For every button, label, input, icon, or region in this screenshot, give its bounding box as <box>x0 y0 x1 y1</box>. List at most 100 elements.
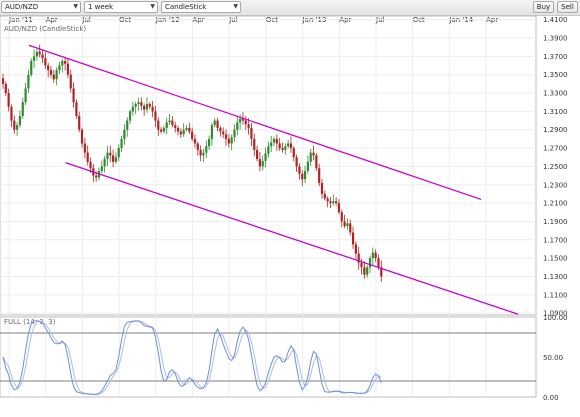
candle-body <box>159 129 163 132</box>
candle-body <box>18 115 22 126</box>
oscillator-axis-label: 0.00 <box>543 394 559 402</box>
candle-body <box>253 138 256 150</box>
candle-body <box>165 122 168 128</box>
candle-body <box>323 193 326 199</box>
candle-body <box>272 138 276 143</box>
candle-body <box>377 258 380 268</box>
candle-body <box>199 149 202 156</box>
candle-body <box>337 203 341 213</box>
price-axis-label: 1.2500 <box>543 163 568 171</box>
sell-button[interactable]: Sell <box>557 1 578 13</box>
oscillator-axis-label: 50.00 <box>543 354 563 362</box>
candle-body <box>66 63 70 75</box>
candle-body <box>174 125 177 128</box>
price-axis-label: 1.4100 <box>543 16 568 24</box>
candle-body <box>284 146 287 150</box>
candle-body <box>287 143 290 147</box>
candle-body <box>188 127 191 132</box>
candle-body <box>75 102 78 116</box>
candle-body <box>112 155 115 162</box>
candle-body <box>168 120 171 123</box>
candle-body <box>126 120 129 130</box>
candle-body <box>312 152 315 156</box>
price-axis-label: 1.3900 <box>543 35 568 43</box>
candle-body <box>38 51 41 55</box>
candle-body <box>281 148 284 150</box>
candle-body <box>21 102 24 116</box>
candle-body <box>258 159 261 167</box>
candle-body <box>315 155 318 169</box>
candle-body <box>154 111 157 121</box>
candle-body <box>52 74 55 80</box>
price-axis-label: 1.1700 <box>543 236 568 244</box>
candle-body <box>10 106 13 121</box>
candle-body <box>222 131 225 135</box>
candle-body <box>179 131 182 135</box>
price-axis-label: 1.1300 <box>543 273 568 281</box>
symbol-value: AUD/NZD <box>5 3 39 11</box>
buy-button[interactable]: Buy <box>533 1 554 13</box>
candle-body <box>306 161 309 172</box>
candle-body <box>128 111 132 121</box>
candle-body <box>275 138 278 144</box>
candle-body <box>216 120 219 128</box>
price-axis-label: 1.3100 <box>543 108 568 116</box>
candle-body <box>151 106 154 112</box>
candle-body <box>27 74 30 89</box>
candle-body <box>148 104 151 107</box>
price-axis-label: 1.1500 <box>543 255 568 263</box>
candle-body <box>35 51 38 57</box>
price-axis-label: 1.2900 <box>543 126 568 134</box>
chart-style-select[interactable]: CandleStick ▼ <box>161 1 241 13</box>
candle-body <box>100 166 103 172</box>
candle-body <box>185 127 188 130</box>
candle-body <box>374 252 377 259</box>
candle-body <box>354 244 357 254</box>
chevron-down-icon: ▼ <box>150 3 155 10</box>
candle-body <box>176 127 180 132</box>
candle-body <box>357 253 360 263</box>
candle-body <box>32 56 36 61</box>
price-axis-label: 1.0900 <box>543 310 568 318</box>
candle-body <box>69 74 72 89</box>
candle-body <box>264 153 267 161</box>
candle-body <box>332 201 335 204</box>
interval-select[interactable]: 1 week ▼ <box>84 1 158 13</box>
candle-body <box>103 159 106 167</box>
price-panel <box>0 15 537 316</box>
candle-body <box>86 152 89 162</box>
candle-body <box>219 127 222 132</box>
candle-body <box>134 104 137 107</box>
candle-body <box>64 60 67 64</box>
candle-body <box>196 143 199 150</box>
candle-body <box>270 142 273 147</box>
candle-body <box>143 105 146 110</box>
trend-channel-line <box>28 44 482 201</box>
candle-body <box>309 152 312 162</box>
candle-body <box>368 258 372 268</box>
price-axis-label: 1.3300 <box>543 90 568 98</box>
candle-body <box>346 223 349 227</box>
candle-body <box>193 138 197 144</box>
symbol-select[interactable]: AUD/NZD ▼ <box>1 1 81 13</box>
chevron-down-icon: ▼ <box>233 3 238 10</box>
candle-body <box>349 223 352 233</box>
candle-body <box>298 166 301 174</box>
stochastic-k-line <box>2 320 382 396</box>
price-axis-label: 1.2100 <box>543 200 568 208</box>
candle-body <box>207 138 211 147</box>
candle-body <box>106 152 109 160</box>
candle-body <box>241 118 245 121</box>
candle-body <box>58 65 61 71</box>
candle-body <box>244 120 247 125</box>
candle-body <box>95 175 98 178</box>
candle-body <box>255 149 259 160</box>
candle-body <box>83 143 86 153</box>
candle-body <box>123 129 126 139</box>
candle-body <box>55 70 58 80</box>
candle-body <box>49 70 53 75</box>
price-legend: AUD/NZD (CandleStick) <box>4 25 86 33</box>
candle-body <box>137 102 140 105</box>
candle-body <box>44 58 47 66</box>
